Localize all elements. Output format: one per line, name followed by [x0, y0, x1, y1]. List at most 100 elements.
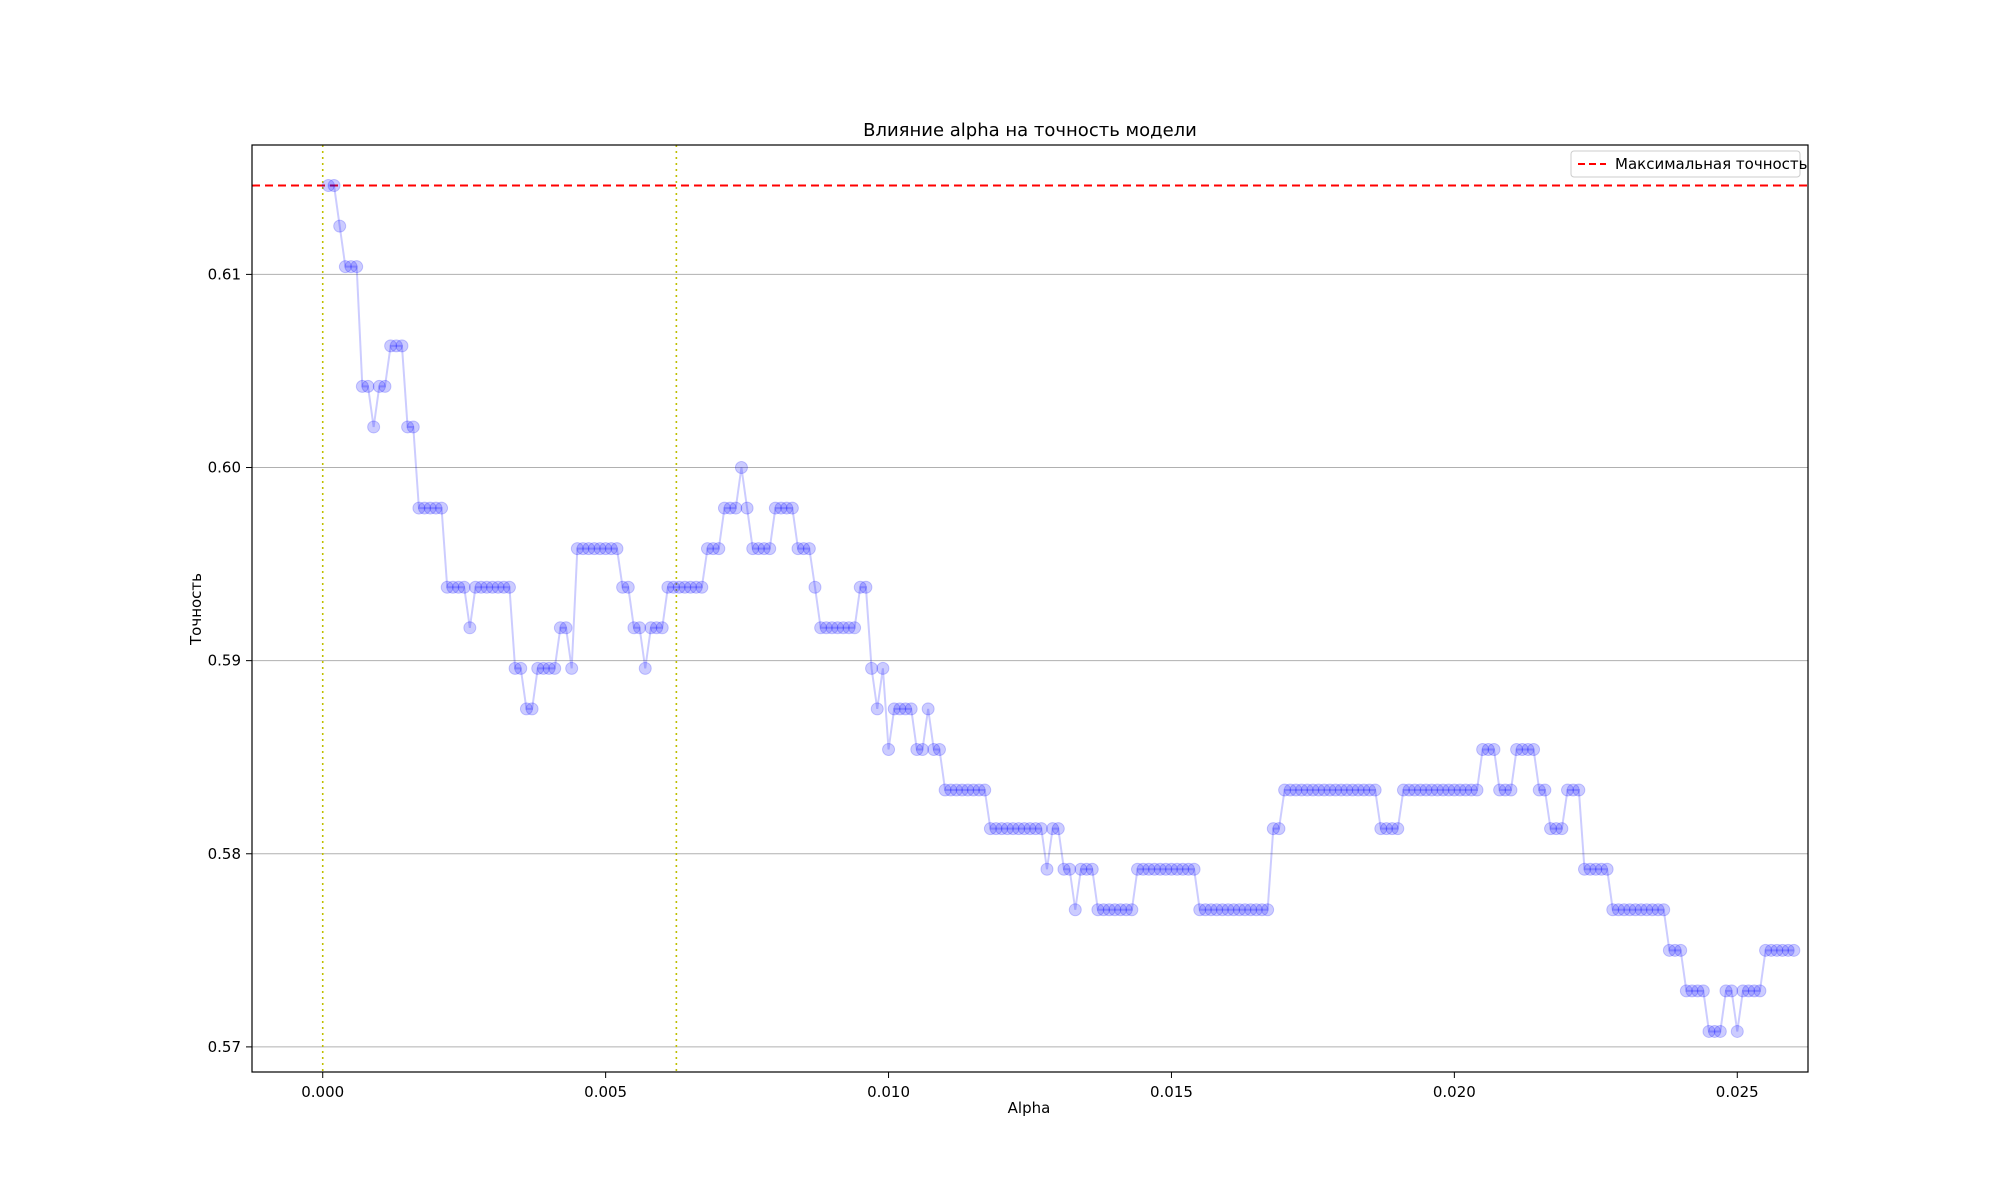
- data-point: [915, 742, 929, 756]
- data-point: [1051, 822, 1065, 836]
- data-point: [1131, 862, 1145, 876]
- data-point: [1170, 862, 1184, 876]
- y-tick-label: 0.59: [208, 652, 241, 670]
- data-point: [514, 661, 528, 675]
- data-point: [1402, 783, 1416, 797]
- data-point: [802, 542, 816, 556]
- data-point: [1702, 1024, 1716, 1038]
- data-point: [559, 621, 573, 635]
- data-point: [944, 783, 958, 797]
- data-point: [548, 661, 562, 675]
- data-point: [1566, 783, 1580, 797]
- data-point: [1255, 903, 1269, 917]
- data-point: [378, 379, 392, 393]
- data-point: [1323, 783, 1337, 797]
- data-point: [650, 621, 664, 635]
- data-point: [978, 783, 992, 797]
- data-point: [1334, 783, 1348, 797]
- data-point: [1181, 862, 1195, 876]
- data-point: [1289, 783, 1303, 797]
- data-point: [1176, 862, 1190, 876]
- data-point: [904, 702, 918, 716]
- data-point: [1476, 742, 1490, 756]
- data-point: [961, 783, 975, 797]
- data-point: [542, 661, 556, 675]
- data-point: [672, 580, 686, 594]
- data-point: [689, 580, 703, 594]
- data-point: [333, 219, 347, 233]
- data-point: [1538, 783, 1552, 797]
- data-point: [1346, 783, 1360, 797]
- data-point: [401, 420, 415, 434]
- data-point: [972, 783, 986, 797]
- data-point: [327, 179, 341, 193]
- x-tick-label: 0.015: [1150, 1083, 1193, 1101]
- data-point: [321, 179, 335, 193]
- data-point: [582, 542, 596, 556]
- data-point: [570, 542, 584, 556]
- data-point: [1549, 822, 1563, 836]
- series-line: [328, 184, 1794, 1033]
- data-point: [1408, 783, 1422, 797]
- data-point: [440, 580, 454, 594]
- data-point: [1040, 862, 1054, 876]
- data-point: [667, 580, 681, 594]
- data-point: [1759, 943, 1773, 957]
- plot-area-frame: [251, 144, 1809, 1073]
- data-point: [604, 542, 618, 556]
- data-point: [1329, 783, 1343, 797]
- y-tick-label: 0.61: [208, 265, 241, 283]
- data-point: [1470, 783, 1484, 797]
- data-point: [1708, 1024, 1722, 1038]
- data-point: [1006, 822, 1020, 836]
- data-point: [678, 580, 692, 594]
- x-axis-label: Alpha: [1008, 1099, 1051, 1117]
- x-tick-label: 0.005: [584, 1083, 627, 1101]
- legend-box: [1570, 150, 1801, 178]
- data-point: [1504, 783, 1518, 797]
- data-point: [1159, 862, 1173, 876]
- data-point: [1295, 783, 1309, 797]
- data-point: [508, 661, 522, 675]
- data-point: [1046, 822, 1060, 836]
- data-point: [853, 580, 867, 594]
- data-point: [1164, 862, 1178, 876]
- y-tick-label: 0.57: [208, 1038, 241, 1056]
- data-point: [1249, 903, 1263, 917]
- data-point: [1645, 903, 1659, 917]
- data-point: [1300, 783, 1314, 797]
- data-point: [644, 621, 658, 635]
- data-point: [1232, 903, 1246, 917]
- data-point: [412, 501, 426, 515]
- data-point: [519, 702, 533, 716]
- data-point: [876, 661, 890, 675]
- data-point: [1074, 862, 1088, 876]
- data-point: [1029, 822, 1043, 836]
- data-point: [1544, 822, 1558, 836]
- data-point: [1481, 742, 1495, 756]
- data-point: [1640, 903, 1654, 917]
- data-point: [452, 580, 466, 594]
- legend-label: Максимальная точность: [1615, 155, 1808, 173]
- data-point: [1600, 862, 1614, 876]
- data-point: [700, 542, 714, 556]
- data-point: [655, 621, 669, 635]
- data-point: [1651, 903, 1665, 917]
- data-point: [1000, 822, 1014, 836]
- data-point: [384, 339, 398, 353]
- data-point: [740, 501, 754, 515]
- data-point: [593, 542, 607, 556]
- data-point: [695, 580, 709, 594]
- x-tick-label: 0.000: [301, 1083, 344, 1101]
- data-point: [797, 542, 811, 556]
- data-point: [633, 621, 647, 635]
- data-point: [1193, 903, 1207, 917]
- data-point: [576, 542, 590, 556]
- data-point: [435, 501, 449, 515]
- data-point: [899, 702, 913, 716]
- series: [321, 179, 1801, 1038]
- data-point: [1770, 943, 1784, 957]
- data-point: [525, 702, 539, 716]
